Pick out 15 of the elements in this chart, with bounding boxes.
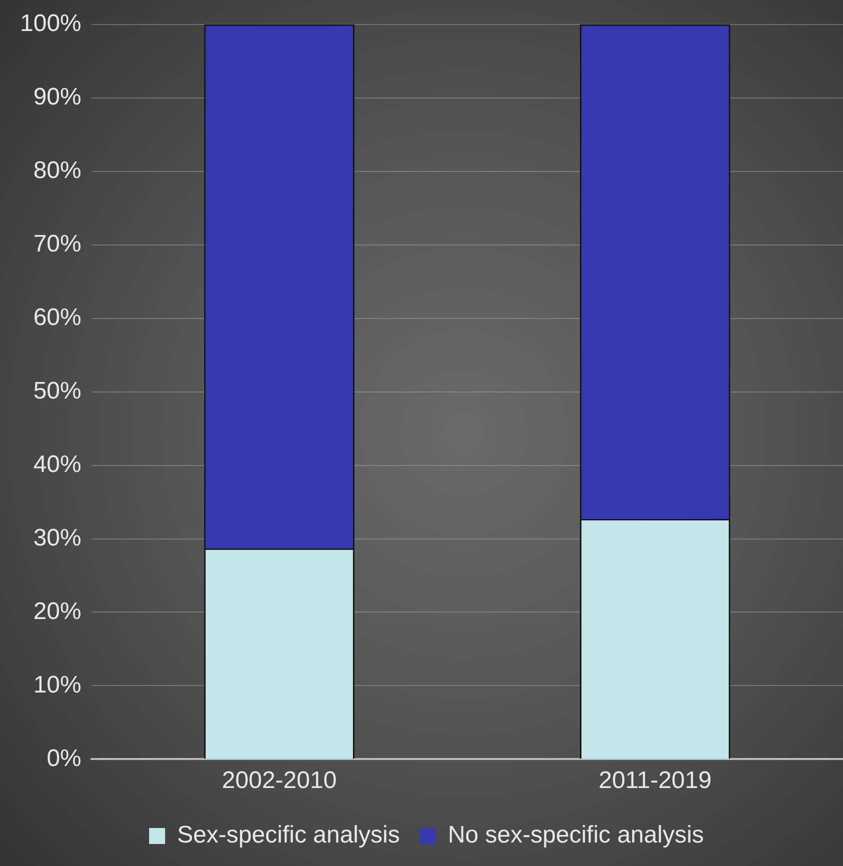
y-tick-label: 50%	[33, 377, 82, 404]
legend-label: No sex-specific analysis	[448, 822, 704, 849]
y-tick-label: 40%	[33, 450, 82, 478]
y-tick-label: 10%	[33, 671, 82, 698]
x-tick-label: 2002-2010	[222, 767, 337, 794]
y-tick-label: 30%	[33, 524, 82, 552]
legend-label: Sex-specific analysis	[177, 822, 400, 849]
y-tick-label: 0%	[46, 744, 82, 772]
y-tick-label: 60%	[33, 304, 82, 331]
y-tick-label: 90%	[33, 84, 82, 111]
y-tick-label: 100%	[20, 10, 82, 38]
x-tick-label: 2011-2019	[598, 767, 712, 794]
y-tick-label: 80%	[33, 156, 82, 184]
y-tick-label: 20%	[33, 598, 82, 625]
y-tick-label: 70%	[33, 230, 82, 258]
